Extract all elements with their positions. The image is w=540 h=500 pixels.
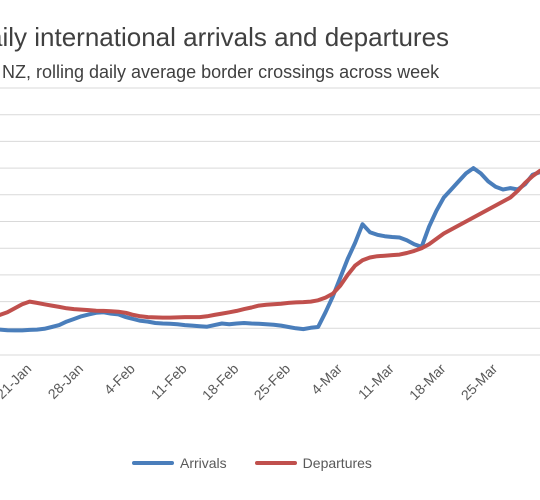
legend-label-departures: Departures <box>302 455 372 471</box>
legend-swatch-departures <box>254 461 297 465</box>
series-line-arrivals <box>0 166 540 333</box>
x-tick-label: 11-Feb <box>148 360 190 402</box>
chart-title: aily international arrivals and departur… <box>0 22 450 52</box>
x-axis-ticks: 21-Jan 28-Jan 4-Feb 11-Feb 18-Feb 25-Feb 4-Mar… <box>0 360 501 403</box>
x-tick-label: 4-Feb <box>101 360 138 397</box>
x-tick-label: 11-Mar <box>355 360 397 402</box>
x-tick-label: 18-Mar <box>406 360 449 403</box>
x-tick-label: 4-Mar <box>308 360 345 397</box>
x-tick-label: 18-Feb <box>199 360 242 403</box>
legend: Arrivals Departures <box>132 455 400 471</box>
data-lines <box>0 166 540 333</box>
legend-label-arrivals: Arrivals <box>180 455 227 471</box>
x-tick-label: 21-Jan <box>0 360 34 402</box>
series-line-departures <box>0 168 540 320</box>
x-tick-label: 25-Feb <box>251 360 294 403</box>
legend-item-arrivals: Arrivals <box>132 455 227 471</box>
gridlines <box>0 87 540 356</box>
x-tick-label: 28-Jan <box>45 360 87 402</box>
chart-subtitle: s NZ, rolling daily average border cross… <box>0 62 440 82</box>
legend-item-departures: Departures <box>254 455 372 471</box>
x-tick-label: 25-Mar <box>458 360 501 403</box>
legend-swatch-arrivals <box>132 461 174 465</box>
